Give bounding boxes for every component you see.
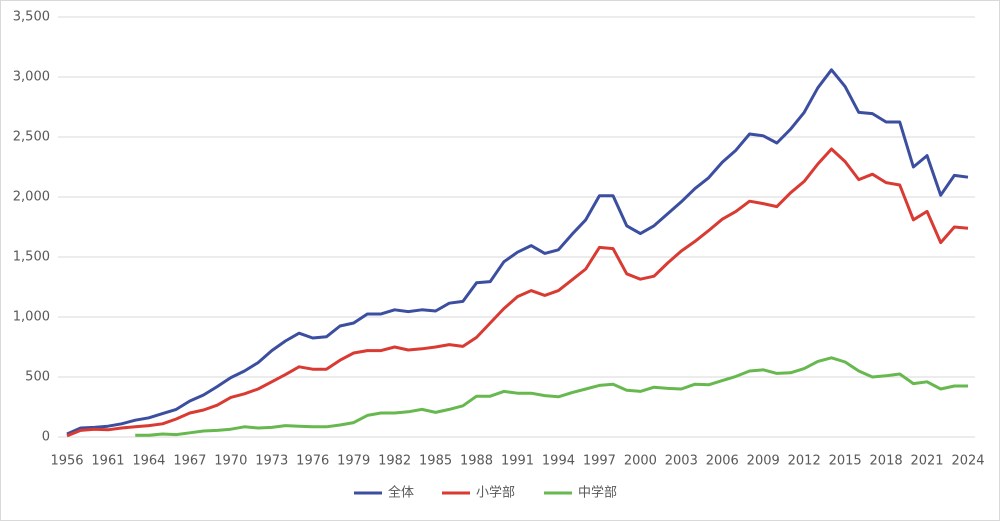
legend-label: 小学部 [476,485,515,501]
y-tick-label: 1,000 [13,310,50,325]
series-line [66,147,969,438]
x-tick-label: 1961 [91,454,124,469]
x-tick-label: 1994 [542,454,575,469]
legend-label: 全体 [388,485,414,501]
x-tick-label: 2018 [870,454,903,469]
x-tick-label: 2021 [910,454,943,469]
x-tick-label: 2009 [747,454,780,469]
series-line [66,68,969,436]
x-tick-label: 2015 [829,454,862,469]
x-tick-label: 1979 [337,454,370,469]
legend-label: 中学部 [578,485,617,501]
y-tick-label: 3,000 [13,70,50,85]
y-tick-label: 500 [25,370,50,385]
x-tick-label: 1964 [132,454,165,469]
x-tick-label: 2000 [624,454,657,469]
x-tick-label: 1991 [501,454,534,469]
x-tick-label: 1985 [419,454,452,469]
x-tick-label: 2024 [951,454,984,469]
x-tick-label: 1967 [173,454,206,469]
y-tick-label: 1,500 [13,250,50,265]
y-tick-label: 2,500 [13,130,50,145]
x-tick-label: 1976 [296,454,329,469]
x-tick-label: 1956 [50,454,83,469]
series-line [135,356,968,437]
x-tick-label: 1997 [583,454,616,469]
x-tick-label: 1988 [460,454,493,469]
x-tick-label: 1982 [378,454,411,469]
x-tick-label: 2003 [665,454,698,469]
y-tick-label: 2,000 [13,190,50,205]
y-tick-label: 3,500 [13,10,50,25]
x-tick-label: 1970 [214,454,247,469]
x-tick-label: 2012 [788,454,821,469]
y-tick-label: 0 [42,430,50,445]
x-tick-label: 2006 [706,454,739,469]
x-tick-label: 1973 [255,454,288,469]
